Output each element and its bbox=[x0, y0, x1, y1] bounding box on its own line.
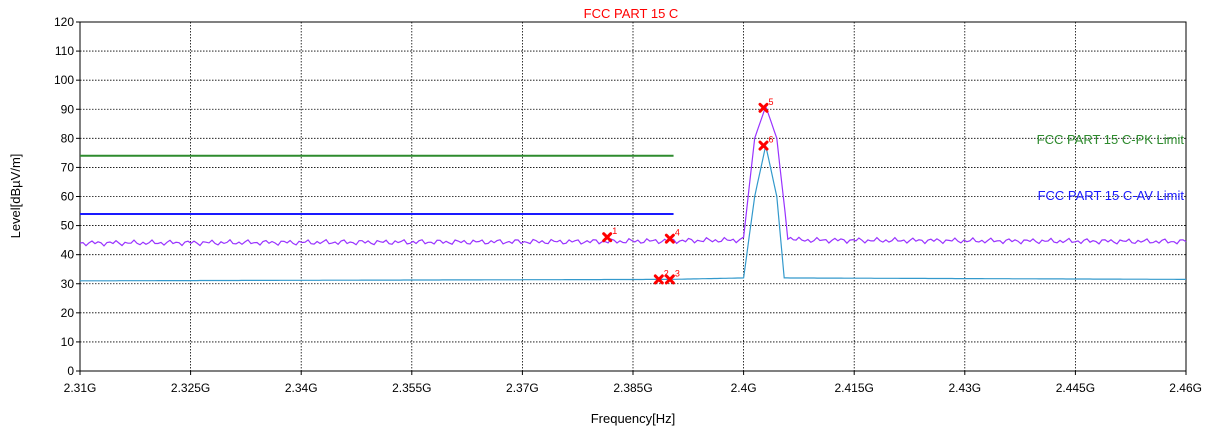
x-tick-label: 2.385G bbox=[613, 381, 652, 395]
marker-x-icon bbox=[653, 274, 664, 285]
marker-2: 2 bbox=[653, 268, 669, 285]
x-tick-label: 2.43G bbox=[948, 381, 981, 395]
x-tick-label: 2.34G bbox=[285, 381, 318, 395]
marker-label: 2 bbox=[664, 268, 669, 278]
data-series bbox=[79, 104, 1187, 282]
x-tick-label: 2.4G bbox=[731, 381, 757, 395]
x-tick-label: 2.37G bbox=[506, 381, 539, 395]
x-tick-label: 2.445G bbox=[1056, 381, 1095, 395]
x-tick-label: 2.46G bbox=[1169, 381, 1202, 395]
limit-lines: FCC PART 15 C-PK Limit FCC PART 15 C-AV L… bbox=[80, 132, 1185, 215]
y-tick-label: 40 bbox=[61, 248, 75, 262]
y-axis-title: Level[dBµV/m] bbox=[8, 154, 23, 239]
y-tick-label: 70 bbox=[61, 160, 75, 174]
x-axis-title: Frequency[Hz] bbox=[591, 411, 676, 426]
marker-label: 1 bbox=[612, 226, 617, 236]
x-tick-label: 2.415G bbox=[835, 381, 874, 395]
limit-label: FCC PART 15 C-PK Limit bbox=[1037, 132, 1185, 147]
y-tick-label: 60 bbox=[61, 190, 75, 204]
x-tick-label: 2.325G bbox=[171, 381, 210, 395]
marker-label: 6 bbox=[769, 135, 774, 145]
marker-x-icon bbox=[758, 140, 769, 151]
y-tick-label: 80 bbox=[61, 131, 75, 145]
y-tick-labels: 0 10 20 30 40 50 60 70 80 90 100 110 120 bbox=[54, 15, 74, 378]
marker-1: 1 bbox=[602, 226, 617, 243]
grid-lines bbox=[76, 21, 1187, 375]
y-tick-label: 90 bbox=[61, 102, 75, 116]
series-line-blue bbox=[80, 145, 1186, 282]
x-tick-label: 2.355G bbox=[392, 381, 431, 395]
y-tick-label: 0 bbox=[67, 364, 74, 378]
marker-x-icon bbox=[664, 274, 675, 285]
marker-label: 4 bbox=[675, 228, 680, 238]
marker-5: 5 bbox=[758, 97, 774, 113]
marker-x-icon bbox=[758, 102, 769, 113]
marker-6: 6 bbox=[758, 135, 774, 151]
y-tick-label: 110 bbox=[55, 44, 74, 58]
limit-label: FCC PART 15 C-AV Limit bbox=[1038, 188, 1185, 203]
chart-title: FCC PART 15 C bbox=[584, 6, 679, 21]
marker-x-icon bbox=[602, 232, 613, 243]
y-tick-label: 100 bbox=[54, 73, 74, 87]
marker-3: 3 bbox=[664, 268, 680, 285]
marker-label: 5 bbox=[769, 97, 774, 107]
y-tick-label: 10 bbox=[61, 335, 75, 349]
marker-4: 4 bbox=[664, 228, 680, 244]
marker-label: 3 bbox=[675, 268, 680, 278]
marker-x-icon bbox=[664, 233, 675, 244]
y-tick-label: 20 bbox=[61, 306, 75, 320]
x-tick-labels: 2.31G 2.325G 2.34G 2.355G 2.37G 2.385G 2.4G 2.4… bbox=[64, 381, 1202, 395]
series-line-purple bbox=[79, 104, 1187, 247]
x-tick-label: 2.31G bbox=[64, 381, 97, 395]
y-tick-label: 30 bbox=[61, 277, 75, 291]
y-tick-label: 50 bbox=[61, 219, 75, 233]
y-tick-label: 120 bbox=[54, 15, 74, 29]
